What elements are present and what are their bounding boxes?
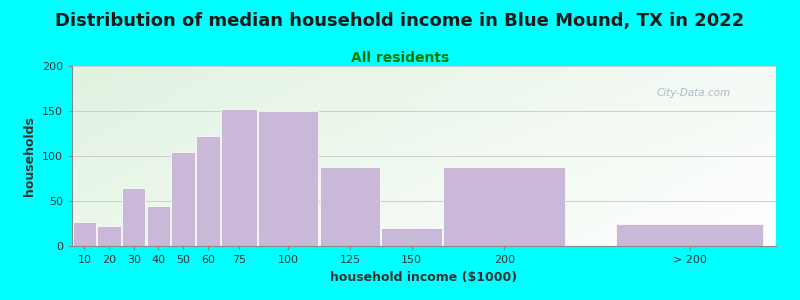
X-axis label: household income ($1000): household income ($1000): [330, 271, 518, 284]
Bar: [171, 152, 195, 246]
Bar: [146, 206, 170, 246]
Bar: [382, 228, 442, 246]
Y-axis label: households: households: [23, 116, 36, 196]
Bar: [122, 188, 146, 246]
Bar: [98, 226, 121, 246]
Text: City-Data.com: City-Data.com: [656, 88, 730, 98]
Bar: [443, 167, 566, 246]
Bar: [320, 167, 380, 246]
Text: All residents: All residents: [351, 51, 449, 65]
Bar: [196, 136, 219, 246]
Bar: [73, 222, 96, 246]
Bar: [258, 111, 318, 246]
Bar: [221, 109, 257, 246]
Bar: [616, 224, 763, 246]
Text: Distribution of median household income in Blue Mound, TX in 2022: Distribution of median household income …: [55, 12, 745, 30]
